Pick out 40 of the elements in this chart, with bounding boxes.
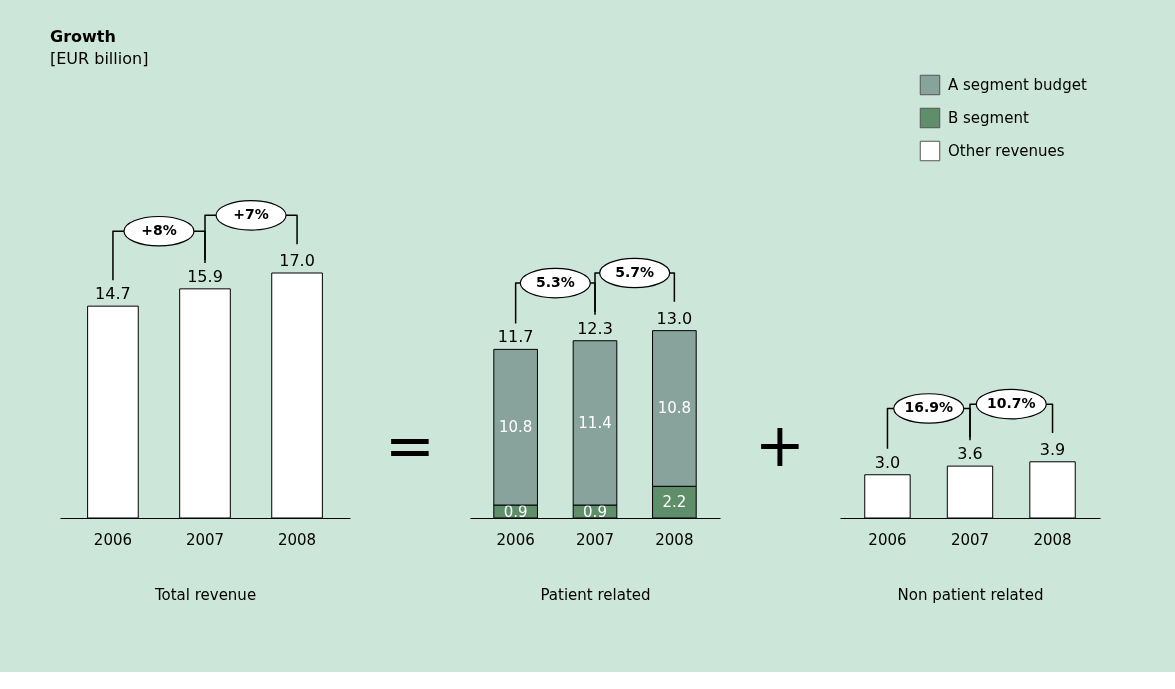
x-tick-label: 2008 <box>655 530 694 549</box>
x-tick-label: 2006 <box>496 530 535 549</box>
total-label: 12.3 <box>577 318 613 338</box>
x-tick-label: 2006 <box>93 530 133 549</box>
data-label: 3.6 <box>957 444 983 464</box>
total-label: 13.0 <box>656 308 693 328</box>
data-label: 2.2 <box>662 493 687 512</box>
data-label: 0.9 <box>503 502 528 521</box>
data-label: 10.8 <box>498 418 533 437</box>
x-tick-label: 2008 <box>277 530 317 549</box>
text: 5.7% <box>615 264 655 280</box>
text: 16.9% <box>904 399 954 416</box>
x-tick-label: 2007 <box>950 530 990 549</box>
text: +7% <box>233 206 269 223</box>
legend-label: B segment <box>948 109 1029 127</box>
data-label: 10.8 <box>657 399 692 418</box>
data-label: 15.9 <box>187 266 223 286</box>
x-axis-title: Patient related <box>540 585 651 604</box>
x-axis-title: Total revenue <box>153 585 257 604</box>
legend-label: Other revenues <box>948 142 1065 160</box>
text: 5.3% <box>535 274 575 291</box>
data-label: 3.0 <box>874 452 901 472</box>
text: = <box>384 410 436 480</box>
legend-label: A segment budget <box>948 76 1087 94</box>
x-tick-label: 2007 <box>185 530 225 549</box>
data-label: 14.7 <box>95 284 131 304</box>
data-label: 17.0 <box>279 251 315 270</box>
chart-title: Growth <box>50 27 116 46</box>
text: +8% <box>141 222 177 239</box>
data-label: 0.9 <box>583 502 607 521</box>
chart-subtitle: [EUR billion] <box>50 49 149 68</box>
x-tick-label: 2008 <box>1033 530 1072 549</box>
data-label: 11.4 <box>578 413 612 432</box>
data-label: 3.9 <box>1039 439 1066 459</box>
text: + <box>754 410 806 480</box>
x-tick-label: 2007 <box>575 530 615 549</box>
total-label: 11.7 <box>497 327 534 347</box>
x-axis-title: Non patient related <box>897 585 1044 604</box>
text: 10.7% <box>986 395 1036 412</box>
x-tick-label: 2006 <box>868 530 907 549</box>
